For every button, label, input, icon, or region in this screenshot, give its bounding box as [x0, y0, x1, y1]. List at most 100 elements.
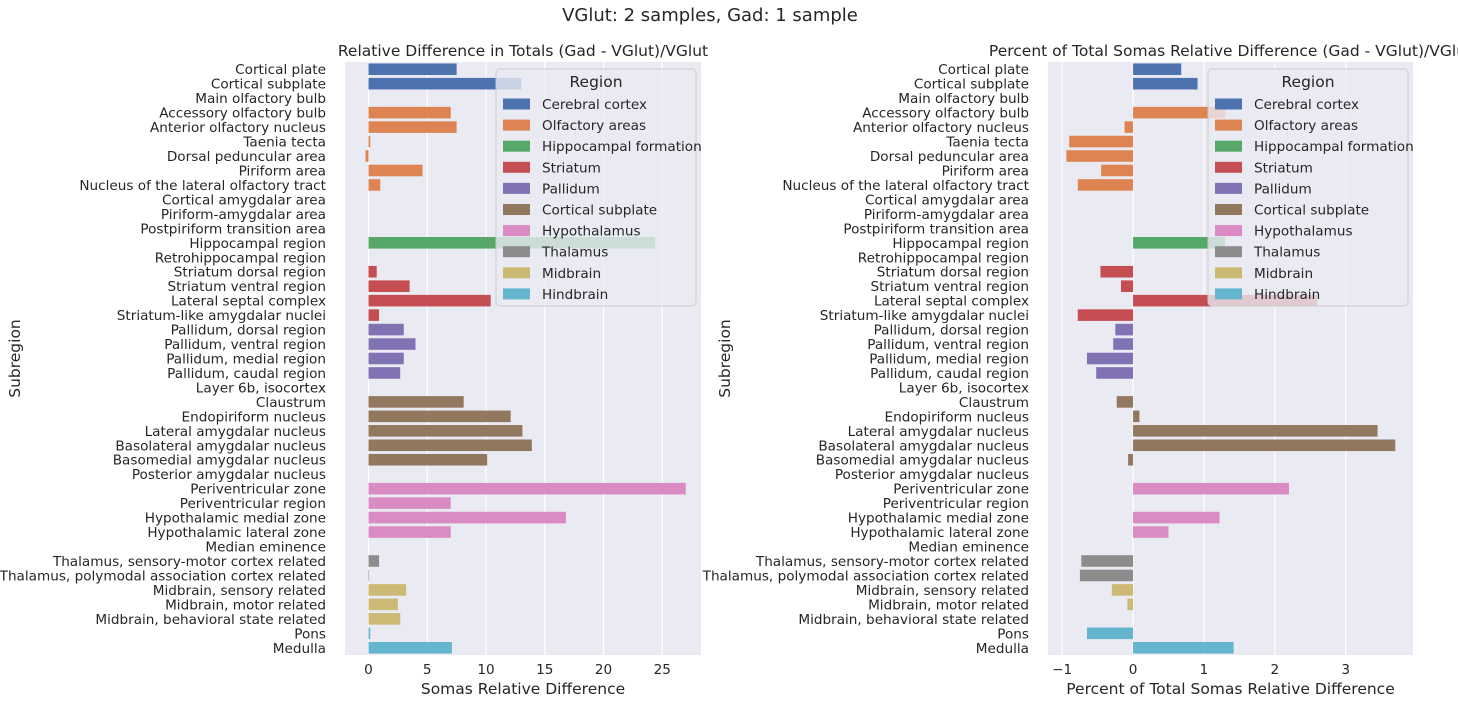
- right-x-tick-label: −1: [1052, 662, 1072, 678]
- right-bar-cortical-subplate: [1133, 77, 1198, 90]
- right-legend-label-thalamus: Thalamus: [1253, 245, 1320, 261]
- right-y-tick-label: Striatum ventral region: [870, 279, 1029, 295]
- left-legend-swatch-hippocampal-formation: [503, 140, 530, 152]
- right-legend-label-pallidum: Pallidum: [1254, 181, 1312, 197]
- left-x-axis-label: Somas Relative Difference: [421, 680, 625, 698]
- left-legend-label-cortical-subplate: Cortical subplate: [542, 203, 657, 219]
- right-y-tick-label: Pallidum, caudal region: [870, 366, 1029, 382]
- left-y-tick-label: Cortical plate: [235, 62, 326, 78]
- left-y-tick-label: Medulla: [273, 641, 326, 657]
- left-y-tick-label: Accessory olfactory bulb: [159, 106, 326, 122]
- left-bar-pallidum-medial-region: [368, 352, 404, 365]
- right-bar-striatum-ventral-region: [1121, 280, 1134, 292]
- left-legend-label-midbrain: Midbrain: [542, 266, 601, 282]
- right-bar-pallidum-medial-region: [1086, 352, 1134, 365]
- left-y-tick-label: Pallidum, medial region: [166, 352, 326, 368]
- right-legend-label-cerebral-cortex: Cerebral cortex: [1254, 97, 1359, 113]
- right-legend-label-hypothalamus: Hypothalamus: [1254, 224, 1353, 240]
- right-bar-pallidum-caudal-region: [1096, 367, 1134, 379]
- left-y-tick-label: Piriform-amygdalar area: [161, 207, 326, 223]
- right-bar-pallidum-dorsal-region: [1115, 323, 1134, 336]
- left-y-tick-label: Pons: [294, 626, 326, 642]
- figure-suptitle: VGlut: 2 samples, Gad: 1 sample: [562, 5, 858, 26]
- left-bar-striatum-like-amygdalar-nuclei: [368, 309, 380, 321]
- left-y-tick-label: Thalamus, polymodal association cortex r…: [0, 568, 326, 584]
- right-bar-taenia-tecta: [1069, 135, 1134, 148]
- right-x-axis-label: Percent of Total Somas Relative Differen…: [1066, 680, 1395, 698]
- right-bar-piriform-area: [1101, 164, 1134, 177]
- right-bar-midbrain-motor-related: [1127, 598, 1134, 611]
- right-y-tick-label: Striatum-like amygdalar nuclei: [820, 308, 1029, 324]
- left-bar-pallidum-ventral-region: [368, 338, 416, 350]
- right-legend-swatch-olfactory-areas: [1215, 119, 1242, 131]
- right-y-tick-label: Basomedial amygdalar nucleus: [816, 453, 1029, 469]
- right-x-tick-label: 1: [1200, 662, 1209, 678]
- left-bar-dorsal-peduncular-area: [365, 150, 369, 162]
- left-legend-label-hippocampal-formation: Hippocampal formation: [542, 139, 702, 155]
- left-y-tick-label: Midbrain, sensory related: [153, 583, 326, 599]
- left-bar-claustrum: [368, 396, 464, 408]
- left-bar-periventricular-zone: [368, 482, 686, 495]
- right-y-tick-label: Thalamus, sensory-motor cortex related: [755, 554, 1029, 570]
- left-chart-title: Relative Difference in Totals (Gad - VGl…: [338, 42, 708, 60]
- left-bar-thalamus-polymodal-association-cortex-related: [368, 569, 370, 582]
- left-y-tick-label: Cortical amygdalar area: [162, 192, 326, 208]
- left-y-tick-label: Endopiriform nucleus: [182, 409, 326, 425]
- right-y-tick-label: Lateral septal complex: [874, 294, 1029, 310]
- left-x-tick-label: 15: [536, 662, 553, 678]
- left-y-tick-label: Midbrain, motor related: [165, 597, 326, 613]
- right-legend-label-midbrain: Midbrain: [1254, 266, 1313, 282]
- left-bar-midbrain-sensory-related: [368, 584, 407, 596]
- left-y-tick-label: Taenia tecta: [242, 135, 326, 151]
- right-y-tick-label: Main olfactory bulb: [898, 91, 1029, 107]
- right-legend-label-hippocampal-formation: Hippocampal formation: [1254, 139, 1414, 155]
- right-legend-title: Region: [1281, 73, 1334, 91]
- right-legend-label-cortical-subplate: Cortical subplate: [1254, 203, 1369, 219]
- left-bar-taenia-tecta: [368, 135, 371, 148]
- left-y-tick-label: Dorsal peduncular area: [167, 149, 326, 165]
- left-legend-swatch-cerebral-cortex: [503, 98, 530, 110]
- right-y-tick-label: Layer 6b, isocortex: [899, 380, 1029, 396]
- left-bar-pons: [368, 627, 371, 640]
- left-bar-periventricular-region: [368, 497, 451, 509]
- right-chart-title: Percent of Total Somas Relative Differen…: [989, 42, 1458, 60]
- left-y-tick-label: Hippocampal region: [189, 236, 326, 252]
- left-y-tick-label: Claustrum: [256, 395, 326, 411]
- right-bar-striatum-dorsal-region: [1100, 265, 1134, 278]
- left-y-tick-label: Striatum dorsal region: [174, 265, 326, 281]
- right-legend-swatch-striatum: [1215, 161, 1242, 173]
- left-y-tick-label: Median eminence: [205, 540, 326, 556]
- right-y-tick-label: Accessory olfactory bulb: [862, 106, 1029, 122]
- right-bar-nucleus-of-the-lateral-olfactory-tract: [1077, 179, 1134, 191]
- right-y-tick-label: Lateral amygdalar nucleus: [848, 424, 1029, 440]
- left-y-tick-label: Hypothalamic medial zone: [145, 511, 326, 527]
- right-y-tick-label: Pallidum, medial region: [869, 352, 1029, 368]
- left-legend-swatch-hypothalamus: [503, 225, 530, 237]
- left-legend-swatch-cortical-subplate: [503, 204, 530, 215]
- right-y-tick-label: Periventricular region: [883, 496, 1029, 512]
- right-y-tick-label: Posterior amygdalar nucleus: [835, 467, 1029, 483]
- left-x-tick-label: 10: [477, 662, 494, 678]
- left-legend-label-thalamus: Thalamus: [541, 245, 608, 261]
- right-bar-endopiriform-nucleus: [1133, 410, 1140, 423]
- right-bar-cortical-plate: [1133, 63, 1182, 76]
- left-legend-label-striatum: Striatum: [542, 160, 601, 176]
- right-y-tick-label: Periventricular zone: [893, 482, 1029, 498]
- right-bar-pons: [1086, 627, 1134, 640]
- right-legend-swatch-hypothalamus: [1215, 225, 1242, 237]
- right-legend-swatch-pallidum: [1215, 182, 1242, 194]
- left-y-tick-label: Postpiriform transition area: [140, 221, 326, 237]
- right-x-tick-label: 3: [1341, 662, 1350, 678]
- right-y-tick-label: Thalamus, polymodal association cortex r…: [702, 568, 1029, 584]
- right-legend-swatch-hindbrain: [1215, 288, 1242, 300]
- right-legend-label-hindbrain: Hindbrain: [1254, 287, 1320, 303]
- right-y-tick-label: Midbrain, motor related: [868, 597, 1029, 613]
- left-x-tick-label: 20: [595, 662, 612, 678]
- right-legend-swatch-cerebral-cortex: [1215, 98, 1242, 110]
- left-legend-title: Region: [569, 73, 622, 91]
- right-bar-dorsal-peduncular-area: [1066, 150, 1134, 162]
- right-y-tick-label: Postpiriform transition area: [843, 221, 1029, 237]
- left-y-tick-label: Lateral septal complex: [171, 294, 326, 310]
